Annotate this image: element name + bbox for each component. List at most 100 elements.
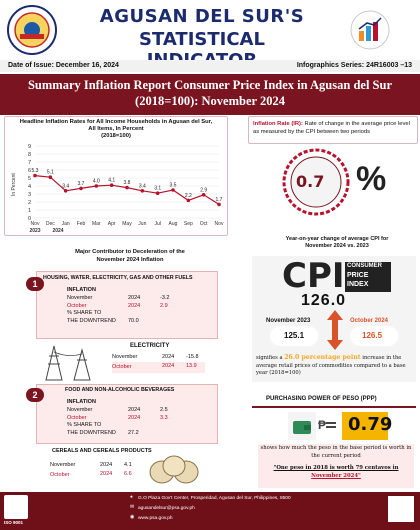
cpi-right-bubble (350, 326, 398, 346)
address-text: G.O Plaza Gov't Center, Prosperidad, Agu… (138, 496, 291, 501)
headline-chart-panel: Headline Inflation Rates for All Income … (4, 116, 228, 236)
y-tick-label: 5 (28, 176, 31, 182)
cpi-logo-box: CONSUMER PRICE INDEX (345, 262, 391, 292)
x-tick-label: Feb (77, 221, 86, 227)
gauge-icon (282, 148, 350, 216)
banner-line2: (2018=100): November 2024 (135, 94, 285, 108)
cpi-left-bubble (270, 326, 318, 346)
cpi-title: Year-on-year change of average CPI for N… (285, 236, 389, 249)
contributor-1-card: HOUSING, WATER, ELECTRICITY, GAS AND OTH… (36, 271, 218, 339)
x-tick-label: Nov (31, 221, 40, 227)
data-point (33, 173, 37, 178)
cpi-current-value: 126.0 (301, 292, 347, 309)
up-down-arrow-icon (327, 310, 343, 350)
email-icon: ✉ (130, 505, 135, 510)
ppp-description: shows how much the peso in the base peri… (258, 444, 414, 488)
contributor-1-sub: INFLATION (67, 287, 96, 293)
data-point (125, 185, 129, 190)
web-icon: ◉ (130, 515, 135, 520)
data-label: 3.4 (139, 183, 146, 189)
data-label: 3.1 (154, 186, 161, 192)
electricity-label: ELECTRICITY (130, 343, 170, 349)
cpi-right-label: October 2024 (350, 318, 389, 324)
contributor-2-card: FOOD AND NON-ALCOHOLIC BEVERAGES INFLATI… (36, 384, 218, 444)
data-point (171, 188, 175, 192)
year-label: 2024 (52, 228, 63, 234)
data-label: 3.4 (62, 183, 69, 189)
x-tick-label: Jul (154, 221, 160, 227)
y-tick-label: 9 (28, 144, 31, 150)
x-tick-label: Aug (169, 221, 178, 227)
contributors-title: Major Contributor to Deceleration of the… (75, 249, 185, 263)
equals-top (326, 422, 336, 424)
y-tick-label: 3 (28, 192, 31, 198)
address-icon: ● (130, 495, 133, 500)
data-point (94, 184, 99, 188)
ppp-title: PURCHASING POWER OF PESO (PPP) (266, 396, 377, 402)
y-tick-label: 2 (28, 200, 31, 206)
contributor-2-sub: INFLATION (67, 399, 96, 405)
data-point (140, 189, 145, 193)
data-point (186, 198, 191, 203)
psa-logo (7, 5, 57, 55)
data-label: 3.7 (78, 181, 85, 187)
grain-sacks-icon (149, 455, 199, 484)
ppp-divider (252, 406, 416, 408)
iso-label: ISO 9001 (4, 520, 24, 525)
footer: ISO 9001 ● G.O Plaza Gov't Center, Prosp… (0, 492, 420, 530)
iso-badge (4, 495, 28, 519)
x-tick-label: Sep (184, 221, 193, 227)
electricity-table: November 2024 -15.8 October 2024 13.9 (112, 354, 205, 373)
y-tick-label: 7 (28, 160, 31, 166)
data-point (79, 186, 83, 191)
cpi-logo-text: CPI (282, 256, 345, 296)
issue-bar: Date of Issue: December 16, 2024 Infogra… (0, 60, 420, 72)
data-point (63, 189, 68, 193)
cpi-left-label: November 2023 (266, 318, 311, 324)
y-tick-label: 0 (28, 216, 31, 222)
page-title: AGUSAN DEL SUR'S (99, 6, 305, 27)
data-label: 4.1 (108, 178, 115, 184)
data-label: 5.1 (47, 170, 54, 176)
power-tower-icon (45, 345, 91, 381)
percent-symbol: % (356, 160, 387, 198)
contributor-2-table: November 2024 2.5 October 2024 3.3 % SHARE T… (67, 407, 168, 436)
contributor-1-table: November 2024 -3.2 October 2024 2.9 % SHARE … (67, 295, 170, 324)
ppp-value-box (342, 412, 388, 440)
data-point (48, 175, 53, 179)
data-label: 3.5 (170, 183, 177, 189)
header (0, 0, 420, 58)
inflation-rate-definition: Inflation Rate (IR): Rate of change in t… (248, 116, 418, 144)
headline-inflation-chart: 9 8 7 6 5 4 3 2 1 0 In Percent 5.3 5.1 3.4 3.7 4.0 4.1 3.… (11, 144, 224, 234)
x-tick-label: Dec (46, 221, 55, 227)
y-tick-label: 4 (28, 184, 31, 190)
wallet-icon (293, 421, 311, 434)
web-link[interactable]: www.psa.gov.ph (138, 516, 173, 521)
contributor-2-name: FOOD AND NON-ALCOHOLIC BEVERAGES (65, 387, 175, 393)
x-tick-label: Nov (215, 221, 224, 227)
summary-banner: Summary Inflation Report Consumer Price … (0, 74, 420, 115)
data-point (201, 193, 206, 197)
series-number: Infographics Series: 24R16003 –13 (296, 62, 412, 69)
inflation-rate-graphic: 0.7 % (248, 148, 416, 216)
cpi-right-value: 126.5 (362, 331, 383, 340)
rank-badge-1: 1 (26, 277, 44, 291)
cereals-table: November 2024 4.1 October 2024 6.6 (50, 462, 132, 478)
data-label: 5.3 (32, 168, 39, 174)
cpi-description: signifies a 26.0 percentage point increa… (256, 354, 406, 376)
y-tick-label: 1 (28, 208, 31, 214)
ppp-value: 0.79 (348, 414, 393, 435)
data-label: 4.0 (93, 179, 100, 185)
x-tick-label: Apr (108, 221, 116, 227)
email-link[interactable]: agusandelsur@psa.gov.ph (138, 506, 195, 511)
x-tick-label: Mar (92, 221, 101, 227)
data-point (155, 191, 160, 195)
data-label: 1.7 (216, 197, 223, 203)
qr-code[interactable] (388, 496, 414, 522)
data-point (217, 202, 221, 207)
peso-sign: ₱ (318, 418, 327, 432)
equals-bottom (326, 426, 336, 428)
data-point (109, 183, 114, 187)
rank-badge-2: 2 (26, 388, 44, 402)
x-tick-label: Jun (138, 221, 146, 227)
